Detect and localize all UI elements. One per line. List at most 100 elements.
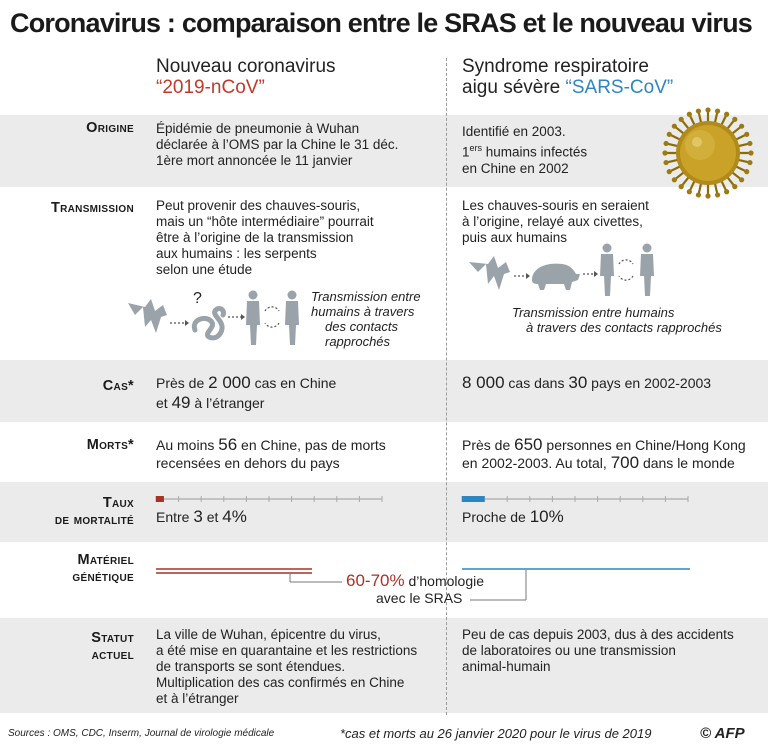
text-line: 60-70% d’homologie [346, 572, 484, 590]
homology-text: 60-70% d’homologie avec le SRAS [346, 572, 484, 607]
value-number: 700 [610, 453, 640, 472]
virus-spike-tip [705, 107, 711, 113]
text-line: aux humains : les serpents [156, 246, 317, 261]
virus-spike-tip [739, 123, 745, 129]
text-part: d’homologie [404, 573, 484, 589]
exchange-icon [264, 306, 280, 328]
virus-spike-tip [739, 177, 745, 183]
virus-spike-tip [663, 140, 669, 147]
text-line: en 2002-2003. Au total, 700 dans le mond… [462, 454, 762, 472]
column-header-line: Nouveau coronavirus [156, 56, 336, 77]
text-line: recensées en dehors du pays [156, 455, 340, 471]
column-header-line-2: aigu sévère “SARS-CoV” [462, 77, 673, 98]
cas-new-virus: Près de 2 000 cas en Chine et 49 à l’étr… [156, 373, 438, 413]
virus-spike-tip [748, 150, 754, 156]
statut-sars: Peu de cas depuis 2003, dus à des accide… [462, 627, 762, 675]
caption-line: Transmission entre [311, 289, 421, 304]
value-number: 56 [218, 435, 238, 454]
value-number: 3 [193, 507, 203, 526]
virus-spike-tip [678, 184, 684, 190]
text-part: et [202, 509, 223, 525]
band-statut [0, 618, 768, 713]
virus-spike-tip [678, 116, 684, 122]
text-line: mais un “hôte intermédiaire” pourrait [156, 214, 374, 229]
bat-icon [128, 299, 167, 333]
text-line: 1ère mort annoncée le 11 janvier [156, 153, 353, 168]
text-line: et à l’étranger [156, 691, 239, 706]
genetic-comparison-lines [156, 568, 690, 601]
text-line: de laboratoires ou une transmission [462, 643, 676, 658]
text-line: à l’origine, relayé aux civettes, [462, 214, 643, 229]
text-part: pays en 2002-2003 [587, 375, 712, 391]
mortality-scale-sars [461, 496, 689, 502]
text-part: Près de [156, 375, 209, 391]
transmission-sars: Les chauves-souris en seraient à l’origi… [462, 198, 762, 246]
band-cas [0, 360, 768, 422]
footer-note: *cas et morts au 26 janvier 2020 pour le… [340, 726, 652, 741]
bat-icon [469, 256, 510, 290]
virus-spike-tip [663, 159, 669, 166]
value-number: 60-70% [346, 571, 405, 590]
virus-spike-tip [671, 123, 677, 129]
mortality-fill-sars [462, 496, 485, 502]
row-label-origine: Origine [86, 120, 134, 136]
text-part: en Chine, pas de morts [237, 437, 386, 453]
virus-spike [674, 170, 686, 181]
human-icon [285, 290, 299, 345]
virus-spike [730, 125, 742, 136]
text-line: Peu de cas depuis 2003, dus à des accide… [462, 627, 734, 642]
text-part: dans le monde [639, 455, 735, 471]
virus-spike-tip [714, 192, 721, 198]
caption-line: des contacts [325, 319, 398, 334]
virus-spike-tip [666, 169, 672, 175]
label-line: Taux [102, 495, 134, 511]
virus-spike [688, 178, 697, 192]
afp-logo: © AFP [700, 725, 745, 742]
text-line: 8 000 cas dans 30 pays en 2002-2003 [462, 373, 762, 393]
virus-spike-tip [714, 108, 721, 114]
text-part: Au moins [156, 437, 219, 453]
virus-spike [730, 170, 742, 181]
text-line: animal-humain [462, 659, 551, 674]
text-line: Les chauves-souris en seraient [462, 198, 649, 213]
transmission-illustration-sars [469, 243, 654, 296]
band-taux [0, 482, 768, 542]
text-part: 1 [462, 144, 470, 160]
caption-line: Transmission entre humains [512, 305, 675, 320]
exchange-icon [618, 259, 634, 281]
value-number: 8 000 [462, 373, 505, 392]
virus-spike-tip [666, 131, 672, 137]
band-origine [0, 115, 768, 187]
page-title: Coronavirus : comparaison entre le SRAS … [10, 8, 753, 38]
virus-spike [719, 178, 728, 192]
caption-new-virus: Transmission entre humains à travers des… [311, 289, 421, 349]
caption-line: humains à travers [311, 304, 415, 319]
human-icon [640, 243, 654, 296]
virus-name-sars-cov: “SARS-CoV” [565, 77, 674, 98]
caption-sars: Transmission entre humains à travers des… [512, 305, 722, 335]
footer-sources: Sources : OMS, CDC, Inserm, Journal de v… [8, 728, 275, 739]
taux-new-virus: Entre 3 et 4% [156, 507, 438, 526]
taux-sars: Proche de 10% [462, 508, 762, 525]
value-number: 650 [514, 435, 543, 454]
label-line: Matériel [77, 552, 134, 568]
virus-spike-tip [732, 116, 738, 122]
text-line: avec le SRAS [376, 590, 463, 606]
text-part: à l’étranger [190, 395, 265, 411]
virus-spike-tip [686, 189, 692, 195]
column-header-new-virus: Nouveau coronavirus “2019-nCoV” [156, 56, 336, 98]
text-line: en Chine en 2002 [462, 160, 569, 176]
value-number: 2 000 [208, 373, 251, 392]
virus-spike-tip [744, 131, 750, 137]
row-label-taux: Taux de mortalité [55, 495, 134, 529]
morts-sars: Près de 650 personnes en Chine/Hong Kong… [462, 436, 762, 472]
column-header-line: Syndrome respiratoire [462, 56, 649, 77]
virus-spike [674, 125, 686, 136]
row-label-statut: Statut actuel [91, 630, 134, 664]
text-line: Près de 650 personnes en Chine/Hong Kong [462, 436, 762, 454]
text-line: Au moins 56 en Chine, pas de morts [156, 436, 438, 454]
value-number: 30 [568, 373, 588, 392]
text-part: cas en Chine [250, 375, 337, 391]
snake-icon [191, 306, 226, 341]
morts-new-virus: Au moins 56 en Chine, pas de morts recen… [156, 436, 438, 472]
